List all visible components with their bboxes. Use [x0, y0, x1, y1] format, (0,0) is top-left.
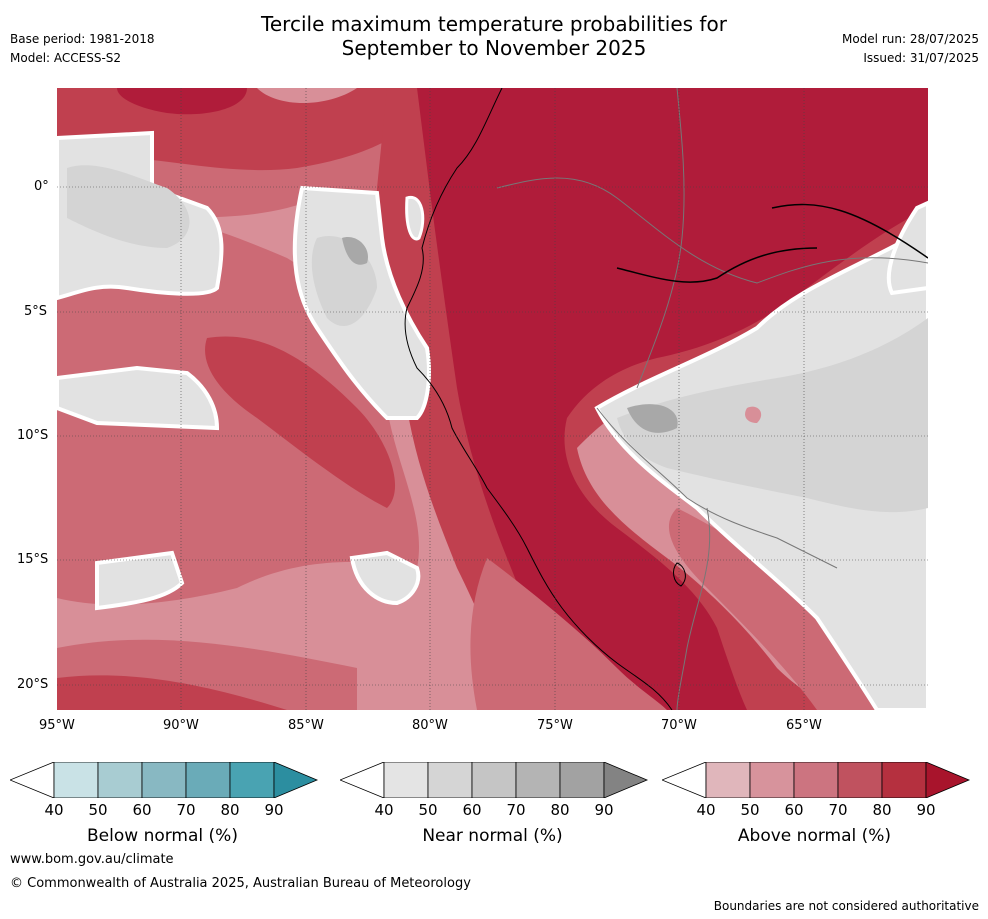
cb-above-label: Above normal (%): [737, 826, 892, 846]
cb-near-seg-2: [427, 761, 473, 799]
cb-below-low-tip: [8, 761, 55, 799]
cb-near-seg-1: [383, 761, 429, 799]
near-normal-60-galapagos: [67, 165, 190, 248]
map-title: Tercile maximum temperature probabilitie…: [0, 12, 988, 60]
shade-above-70-south-coast: [470, 558, 667, 710]
cb-near-tick-70: 70: [506, 801, 526, 819]
map-canvas: [57, 88, 928, 710]
cb-below-seg-1: [53, 761, 99, 799]
cb-below-high-tip: [273, 761, 319, 799]
border-colombia-brazil: [636, 88, 685, 389]
near-normal-northeast: [886, 200, 928, 296]
lat-tick-0: 0°: [34, 179, 49, 194]
cb-above-seg-3: [793, 761, 839, 799]
border-peru-brazil: [596, 407, 838, 569]
colorbar-below: [8, 761, 320, 802]
river-marañon: [616, 247, 818, 283]
shade-above-90-north: [117, 88, 247, 115]
cb-near-tick-60: 60: [462, 801, 482, 819]
lat-tick-5s: 5°S: [24, 304, 48, 319]
cb-near-seg-5: [559, 761, 605, 799]
cb-below-seg-2: [97, 761, 143, 799]
cb-near-high-tip: [603, 761, 649, 799]
cb-above-seg-1: [705, 761, 751, 799]
cb-below-seg-4: [185, 761, 231, 799]
issued-text: Issued: 31/07/2025: [863, 51, 979, 65]
lon-tick-75w: 75°W: [537, 718, 573, 733]
near-normal-southwest: [95, 550, 185, 611]
lon-tick-70w: 70°W: [661, 718, 697, 733]
footer-disclaimer: Boundaries are not considered authoritat…: [713, 899, 979, 913]
cb-above-seg-2: [749, 761, 795, 799]
coastline: [404, 88, 673, 710]
near-normal-coast-patch: [405, 195, 425, 241]
lon-tick-90w: 90°W: [163, 718, 199, 733]
lat-tick-20s: 20°S: [17, 677, 49, 692]
cb-above-seg-4: [837, 761, 883, 799]
lon-tick-65w: 65°W: [786, 718, 822, 733]
colorbar-below-svg: [8, 761, 319, 799]
colorbar-near-svg: [338, 761, 649, 799]
cb-below-label: Below normal (%): [87, 826, 238, 846]
cb-above-tick-40: 40: [696, 801, 716, 819]
cb-near-low-tip: [338, 761, 385, 799]
cb-below-tick-70: 70: [176, 801, 196, 819]
near-normal-60-amazon: [617, 318, 928, 513]
lon-tick-80w: 80°W: [412, 718, 448, 733]
amazon-river: [771, 203, 928, 259]
model-run-text: Model run: 28/07/2025: [841, 32, 979, 46]
cb-near-tick-50: 50: [418, 801, 438, 819]
cb-above-low-tip: [660, 761, 707, 799]
footer-copyright: © Commonwealth of Australia 2025, Austra…: [10, 876, 471, 891]
cb-below-tick-50: 50: [88, 801, 108, 819]
cb-below-tick-60: 60: [132, 801, 152, 819]
cb-above-tick-50: 50: [740, 801, 760, 819]
cb-above-tick-60: 60: [784, 801, 804, 819]
lat-tick-10s: 10°S: [17, 428, 49, 443]
cb-below-seg-5: [229, 761, 275, 799]
near-normal-south: [349, 550, 421, 606]
cb-below-seg-3: [141, 761, 187, 799]
cb-above-tick-90: 90: [916, 801, 936, 819]
cb-above-seg-5: [881, 761, 927, 799]
lat-tick-15s: 15°S: [17, 552, 49, 567]
cb-below-tick-90: 90: [264, 801, 284, 819]
model-text: Model: ACCESS-S2: [10, 51, 122, 65]
cb-near-tick-90: 90: [594, 801, 614, 819]
lon-tick-95w: 95°W: [39, 718, 75, 733]
shade-above-90-core: [417, 88, 928, 710]
cb-near-tick-80: 80: [550, 801, 570, 819]
cb-above-high-tip: [925, 761, 971, 799]
lake-titicaca: [673, 562, 686, 587]
shade-above-80-west: [205, 336, 396, 508]
near-normal-west: [57, 365, 220, 431]
border-ecuador-colombia-peru: [496, 177, 928, 284]
cb-near-tick-40: 40: [374, 801, 394, 819]
title-line-2: September to November 2025: [341, 36, 647, 60]
colorbar-near: [338, 761, 650, 802]
lon-tick-85w: 85°W: [288, 718, 324, 733]
footer-url: www.bom.gov.au/climate: [10, 852, 174, 867]
probability-map: [57, 88, 928, 710]
title-line-1: Tercile maximum temperature probabilitie…: [261, 12, 727, 36]
cb-above-tick-70: 70: [828, 801, 848, 819]
cb-near-seg-4: [515, 761, 561, 799]
gridlines: [57, 88, 928, 710]
cb-above-tick-80: 80: [872, 801, 892, 819]
cb-below-tick-80: 80: [220, 801, 240, 819]
cb-near-seg-3: [471, 761, 517, 799]
colorbar-above-svg: [660, 761, 971, 799]
shade-above-80-south: [57, 675, 287, 710]
near-normal-80-amazon: [627, 404, 678, 433]
base-period-text: Base period: 1981-2018: [10, 32, 155, 46]
cb-near-label: Near normal (%): [422, 826, 563, 846]
near-normal-80-offshore: [342, 237, 368, 265]
colorbar-above: [660, 761, 972, 802]
above-normal-enclave: [745, 406, 762, 423]
cb-below-tick-40: 40: [44, 801, 64, 819]
